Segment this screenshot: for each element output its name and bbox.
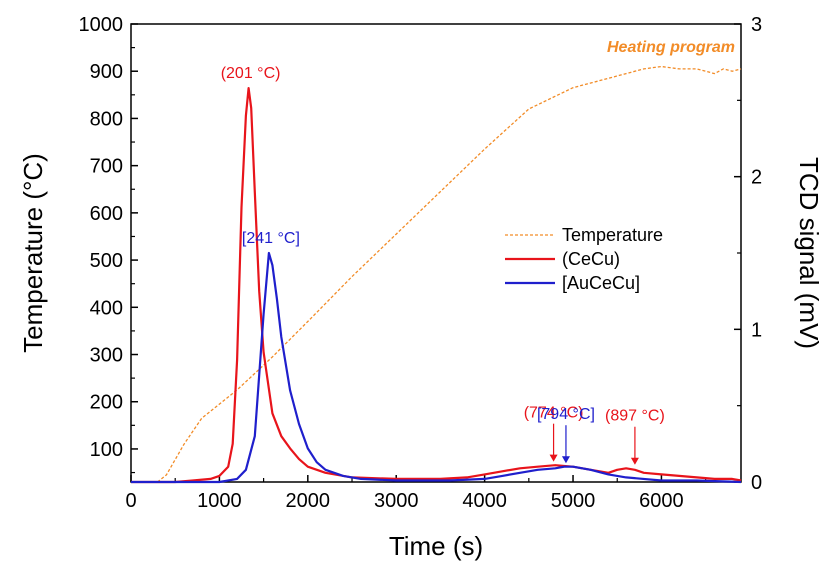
- x-axis-title: Time (s): [389, 531, 483, 561]
- legend-label: (CeCu): [562, 249, 620, 269]
- left-y-tick-label: 500: [90, 250, 123, 272]
- legend-label: [AuCeCu]: [562, 273, 640, 293]
- peak-annotation: (201 °C): [221, 65, 281, 82]
- annotation-arrow-head: [549, 454, 558, 462]
- heating-program-label: Heating program: [607, 39, 735, 56]
- left-y-tick-label: 700: [90, 156, 123, 178]
- left-y-tick-label: 900: [90, 61, 123, 83]
- right-y-axis: 0 1 2 3: [734, 14, 762, 494]
- annotation-arrow-head: [630, 457, 639, 465]
- left-y-tick-label: 300: [90, 345, 123, 367]
- left-y-tick-label: 200: [90, 392, 123, 414]
- legend-label: Temperature: [562, 225, 663, 245]
- x-tick-label: 6000: [639, 490, 684, 512]
- x-tick-label: 5000: [551, 490, 596, 512]
- left-y-tick-label: 1000: [79, 14, 124, 36]
- left-y-tick-label: 600: [90, 203, 123, 225]
- right-y-tick-label: 3: [751, 14, 762, 36]
- peak-annotation: [241 °C]: [242, 230, 300, 247]
- right-y-axis-title: TCD signal (mV): [794, 157, 824, 349]
- left-y-tick-label: 100: [90, 439, 123, 461]
- left-y-tick-label: 800: [90, 108, 123, 130]
- series-layer: [131, 65, 742, 484]
- series-line-temperature: [157, 65, 742, 483]
- right-y-tick-label: 2: [751, 167, 762, 189]
- x-tick-label: 2000: [286, 490, 331, 512]
- x-tick-label: 3000: [374, 490, 419, 512]
- series-line-aucecu: [131, 251, 742, 484]
- right-y-tick-label: 0: [751, 472, 762, 494]
- left-y-axis-title: Temperature (°C): [18, 153, 48, 353]
- peak-annotation: (897 °C): [605, 408, 665, 425]
- x-tick-label: 1000: [197, 490, 242, 512]
- left-y-axis: 100 200 300 400 500 600 700 800 900 1000: [79, 14, 138, 474]
- annotation-arrow-head: [561, 456, 570, 464]
- peak-annotation: (774 °C): [524, 405, 584, 422]
- x-tick-label: 0: [125, 490, 136, 512]
- peak-annotation: [794 °C]: [537, 406, 595, 423]
- x-axis: 0 1000 2000 3000 4000 5000 6000: [125, 475, 707, 512]
- left-y-tick-label: 400: [90, 297, 123, 319]
- annotation-layer: (201 °C) [241 °C] (774 °C)[794 °C] (897 °C): [221, 65, 665, 465]
- right-y-tick-label: 1: [751, 319, 762, 341]
- legend: Temperature (CeCu) [AuCeCu]: [505, 225, 663, 293]
- x-tick-label: 4000: [462, 490, 507, 512]
